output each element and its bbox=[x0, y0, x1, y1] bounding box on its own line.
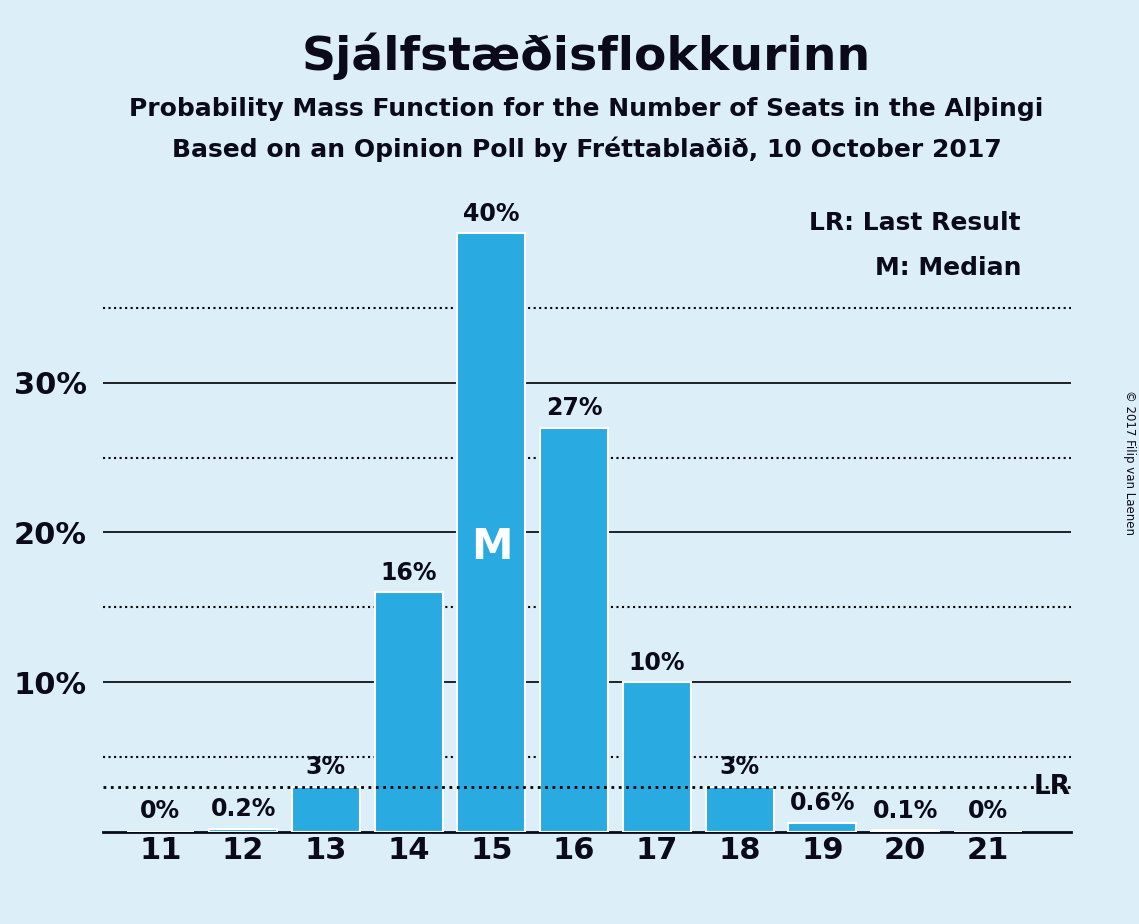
Text: 0.6%: 0.6% bbox=[789, 791, 855, 815]
Bar bbox=[210, 829, 277, 832]
Bar bbox=[871, 830, 939, 832]
Text: 0.1%: 0.1% bbox=[872, 798, 937, 822]
Bar bbox=[375, 592, 443, 832]
Text: M: M bbox=[470, 527, 513, 568]
Text: 3%: 3% bbox=[720, 755, 760, 779]
Text: © 2017 Filip van Laenen: © 2017 Filip van Laenen bbox=[1123, 390, 1137, 534]
Text: Probability Mass Function for the Number of Seats in the Alþingi: Probability Mass Function for the Number… bbox=[130, 97, 1043, 121]
Text: LR: LR bbox=[1033, 773, 1071, 799]
Bar bbox=[706, 786, 773, 832]
Text: 16%: 16% bbox=[380, 561, 437, 585]
Text: Based on an Opinion Poll by Fréttablaðið, 10 October 2017: Based on an Opinion Poll by Fréttablaðið… bbox=[172, 137, 1001, 163]
Text: 3%: 3% bbox=[306, 755, 346, 779]
Text: LR: Last Result: LR: Last Result bbox=[810, 211, 1021, 235]
Bar bbox=[623, 682, 691, 832]
Text: 27%: 27% bbox=[546, 396, 603, 420]
Text: Sjálfstæðisflokkurinn: Sjálfstæðisflokkurinn bbox=[302, 32, 871, 79]
Text: M: Median: M: Median bbox=[875, 256, 1021, 280]
Text: 0.2%: 0.2% bbox=[211, 797, 276, 821]
Bar bbox=[788, 822, 857, 832]
Bar bbox=[292, 786, 360, 832]
Text: 0%: 0% bbox=[140, 798, 180, 822]
Text: 40%: 40% bbox=[464, 201, 519, 225]
Text: 0%: 0% bbox=[968, 798, 1008, 822]
Bar bbox=[540, 428, 608, 832]
Bar bbox=[458, 233, 525, 832]
Text: 10%: 10% bbox=[629, 650, 686, 675]
